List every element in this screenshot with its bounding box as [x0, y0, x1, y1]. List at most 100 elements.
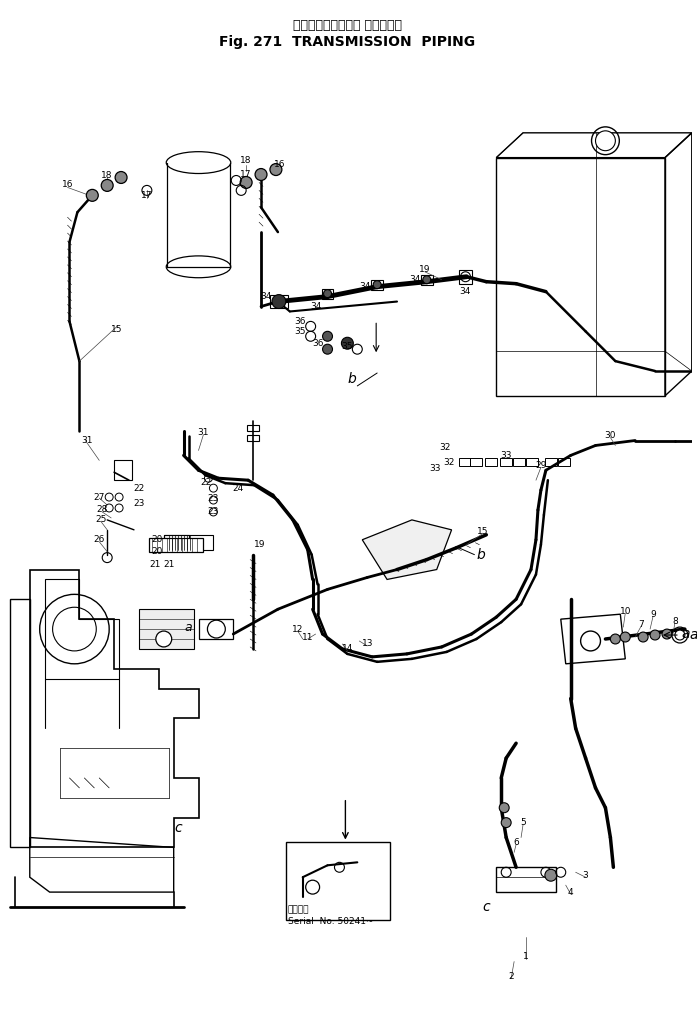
Text: 12: 12 [292, 625, 303, 634]
Text: 16: 16 [62, 179, 73, 189]
Circle shape [499, 803, 510, 812]
Bar [164, 534, 189, 550]
Text: 35: 35 [342, 342, 353, 351]
Text: 7: 7 [638, 620, 644, 629]
Polygon shape [139, 609, 194, 649]
Text: 34: 34 [260, 292, 272, 301]
Text: 34: 34 [409, 275, 420, 284]
Circle shape [675, 630, 685, 640]
Circle shape [373, 281, 381, 289]
Circle shape [240, 176, 252, 189]
Circle shape [270, 163, 282, 175]
Text: 19: 19 [419, 266, 431, 275]
Circle shape [650, 630, 660, 640]
Text: 20: 20 [151, 548, 162, 556]
Polygon shape [561, 614, 625, 664]
Text: c: c [482, 900, 490, 914]
Text: 29: 29 [535, 460, 546, 469]
Text: b: b [477, 548, 485, 562]
Circle shape [620, 632, 630, 642]
Text: 16: 16 [274, 160, 286, 169]
Text: 36: 36 [312, 339, 323, 348]
Text: a: a [690, 628, 697, 642]
Circle shape [423, 276, 431, 284]
Bar [149, 537, 204, 552]
Circle shape [86, 190, 98, 202]
Circle shape [323, 290, 332, 297]
Text: 32: 32 [443, 458, 454, 466]
Bar [286, 843, 390, 920]
Circle shape [156, 631, 171, 647]
Text: a: a [681, 627, 690, 641]
Circle shape [545, 869, 557, 881]
Text: 23: 23 [208, 507, 219, 516]
Text: 適用号機: 適用号機 [288, 906, 309, 915]
Circle shape [323, 344, 332, 354]
Text: 33: 33 [500, 451, 512, 460]
Text: 13: 13 [362, 640, 373, 649]
Circle shape [501, 817, 511, 827]
Text: 30: 30 [604, 431, 616, 440]
Circle shape [662, 629, 672, 639]
Bar [199, 620, 233, 639]
Bar [485, 458, 497, 466]
Text: 15: 15 [477, 527, 488, 536]
Text: 35: 35 [294, 327, 305, 336]
Bar [114, 460, 132, 481]
Text: 17: 17 [240, 170, 252, 179]
Text: 17: 17 [141, 191, 153, 200]
Circle shape [323, 332, 332, 342]
Bar [270, 295, 288, 308]
Bar [500, 458, 512, 466]
Text: 24: 24 [233, 484, 244, 493]
Text: 20: 20 [151, 535, 162, 545]
Circle shape [272, 295, 286, 308]
Text: 21: 21 [149, 560, 160, 569]
Bar [247, 435, 259, 440]
Text: 31: 31 [82, 436, 93, 445]
Circle shape [342, 338, 353, 349]
Bar [513, 458, 525, 466]
Text: 9: 9 [650, 609, 656, 619]
Text: a: a [185, 621, 192, 634]
Circle shape [115, 171, 127, 184]
Circle shape [101, 179, 113, 192]
Text: 25: 25 [95, 515, 107, 524]
Bar [321, 289, 333, 298]
Polygon shape [362, 520, 452, 579]
Bar [545, 458, 557, 466]
Bar [470, 458, 482, 466]
Text: 34: 34 [459, 287, 470, 296]
Text: 5: 5 [520, 818, 526, 827]
Text: 34: 34 [310, 302, 321, 311]
Text: 1: 1 [523, 952, 529, 961]
Text: 31: 31 [198, 428, 209, 437]
Text: 26: 26 [93, 535, 105, 545]
Bar [372, 280, 383, 290]
Text: 33: 33 [429, 463, 441, 473]
Text: 21: 21 [163, 560, 174, 569]
Text: 6: 6 [513, 838, 519, 847]
Bar [164, 534, 213, 550]
Text: c: c [175, 820, 183, 835]
Circle shape [638, 632, 648, 642]
Text: 10: 10 [620, 606, 631, 615]
Text: 28: 28 [97, 505, 108, 514]
Text: 22: 22 [133, 484, 144, 493]
Text: 11: 11 [302, 633, 314, 642]
Text: 34: 34 [360, 282, 371, 291]
Text: b: b [347, 372, 356, 386]
Bar [459, 270, 473, 284]
Text: 4: 4 [568, 887, 574, 896]
Bar [421, 275, 433, 285]
Text: 8: 8 [672, 617, 677, 626]
Text: 15: 15 [112, 324, 123, 334]
Circle shape [255, 168, 267, 180]
Text: 32: 32 [439, 443, 450, 452]
Text: 27: 27 [93, 493, 105, 502]
Text: 14: 14 [342, 645, 353, 653]
Text: 36: 36 [294, 317, 305, 325]
Bar [247, 425, 259, 431]
Text: トランスミッション パイピング: トランスミッション パイピング [293, 19, 402, 32]
Text: 18: 18 [102, 171, 113, 180]
